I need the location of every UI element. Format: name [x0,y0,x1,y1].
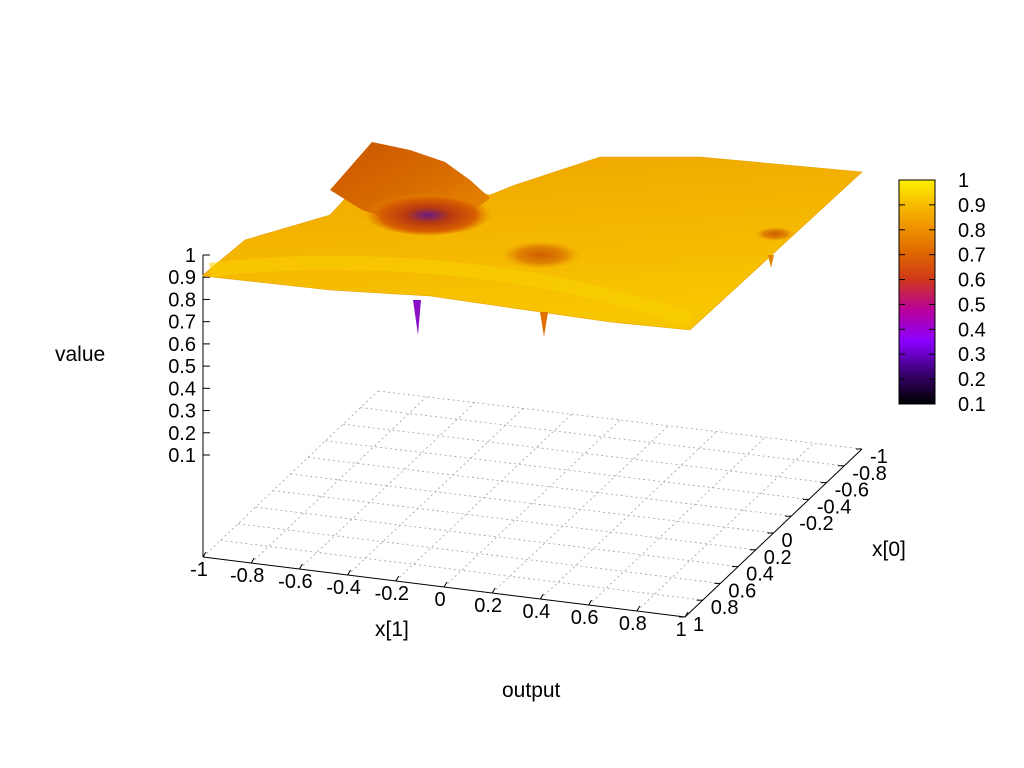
z-tick-label: 0.4 [168,378,196,400]
x-tick-label: 1 [675,619,686,641]
y-tick-label: 0.6 [728,580,756,602]
x-axis-label: x[1] [375,618,409,641]
x-tick-label: -0.2 [375,583,409,605]
x-tick-label: 0.2 [474,595,502,617]
spike-orange [540,312,548,337]
z-tick-label: 0.2 [168,423,196,445]
y-tick-label: 0.4 [746,564,774,586]
grid-line-y [237,523,721,584]
x-tick-label: -0.6 [278,571,312,593]
grid-line-y [325,440,809,500]
x-tick-label: 0.4 [522,601,550,623]
x-tick-mark [588,599,593,606]
colorbar-tick-label: 0.9 [958,195,986,217]
grid-line-y [272,490,756,551]
x-tick-label: 0 [434,589,445,611]
x-tick-label: 0.6 [571,607,599,629]
x-tick-mark [491,587,496,594]
grid-line-y [255,506,739,567]
x-tick-label: -0.4 [326,577,360,599]
x-tick-mark [539,593,544,600]
y-tick-label: -1 [870,446,888,468]
z-tick-label: 1 [185,245,196,267]
x-tick-mark [684,611,689,618]
x-tick-mark [636,605,641,612]
y-axis-label: x[0] [872,538,906,561]
y-tick-label: 1 [693,614,704,636]
spike-small [768,255,774,268]
y-tick-label: 0.2 [764,547,792,569]
colorbar-tick-label: 0.8 [958,220,986,242]
grid-line-x [588,437,766,606]
z-tick-label: 0.9 [168,267,196,289]
surface-dip-medium [501,241,581,269]
grid-line-x [491,425,669,594]
grid-line-x [395,413,572,582]
grid-line-x [636,442,814,612]
z-tick-label: 0.7 [168,312,196,334]
z-tick-label: 0.8 [168,289,196,311]
chart-title: output [502,679,561,702]
surface-dip-small [755,227,795,241]
colorbar-ticks: 1 0.9 0.8 0.7 0.60.5 0.4 0.3 0.2 0.1 [899,170,986,416]
surface-sheen [209,255,693,327]
colorbar-tick-label: 0.4 [958,319,986,341]
grid-line-y [377,390,863,450]
z-tick-label: 0.1 [168,445,196,467]
colorbar-tick-label: 0.7 [958,245,986,267]
y-tick-label: -0.6 [835,480,869,502]
x-tick-mark [347,569,352,576]
grid-line-x [540,431,718,600]
colorbar-tick-label: 0.2 [958,369,986,391]
grid-line-y [342,423,827,483]
y-tick-label: 0 [782,530,793,552]
colorbar-tick-label: 0.1 [958,394,986,416]
grid-line-x [443,419,621,588]
colorbar-tick-label: 0.3 [958,344,986,366]
y-tick-label: -0.8 [852,463,886,485]
spike-purple [413,300,421,335]
grid-line-x [299,402,476,570]
surface [202,142,863,337]
z-tick-label: 0.6 [168,334,196,356]
colorbar: 1 0.9 0.8 0.7 0.60.5 0.4 0.3 0.2 0.1 [898,170,986,416]
z-axis-ticks: 10.90.80.70.60.50.40.30.20.1 [168,245,210,467]
grid-line-y [290,473,774,534]
x-tick-label: -0.8 [230,565,264,587]
colorbar-tick-label: 0.6 [958,270,986,292]
grid-line-y [307,457,792,517]
grid-line-y [220,540,703,601]
x-tick-mark [298,563,303,570]
y-axis-ticks: -1-0.8-0.6-0.4-0.2 00.20.40.60.8 1 [679,446,888,636]
x-axis-ticks: -1 -0.8 -0.6 -0.4 -0.2 0 0.2 0.4 0.6 0.8 1 [190,551,689,641]
z-tick-label: 0.5 [168,356,196,378]
y-tick-label: 0.8 [711,597,739,619]
x-tick-mark [202,551,207,558]
z-axis-label: value [55,343,105,366]
x-tick-mark [395,575,400,582]
y-tick-label: -0.2 [799,513,833,535]
colorbar-tick-label: 1 [958,170,969,192]
x-tick-mark [443,581,448,588]
z-tick-label: 0.3 [168,401,196,423]
x-tick-label: -1 [190,559,208,581]
x-tick-label: 0.8 [619,613,647,635]
x-tick-mark [250,557,255,564]
y-tick-label: -0.4 [817,496,851,518]
surface-dip-large [364,191,492,235]
grid-line-y [360,407,845,467]
colorbar-gradient [898,179,936,405]
colorbar-tick-label: 0.5 [958,294,986,316]
grid-line-x [250,396,427,564]
